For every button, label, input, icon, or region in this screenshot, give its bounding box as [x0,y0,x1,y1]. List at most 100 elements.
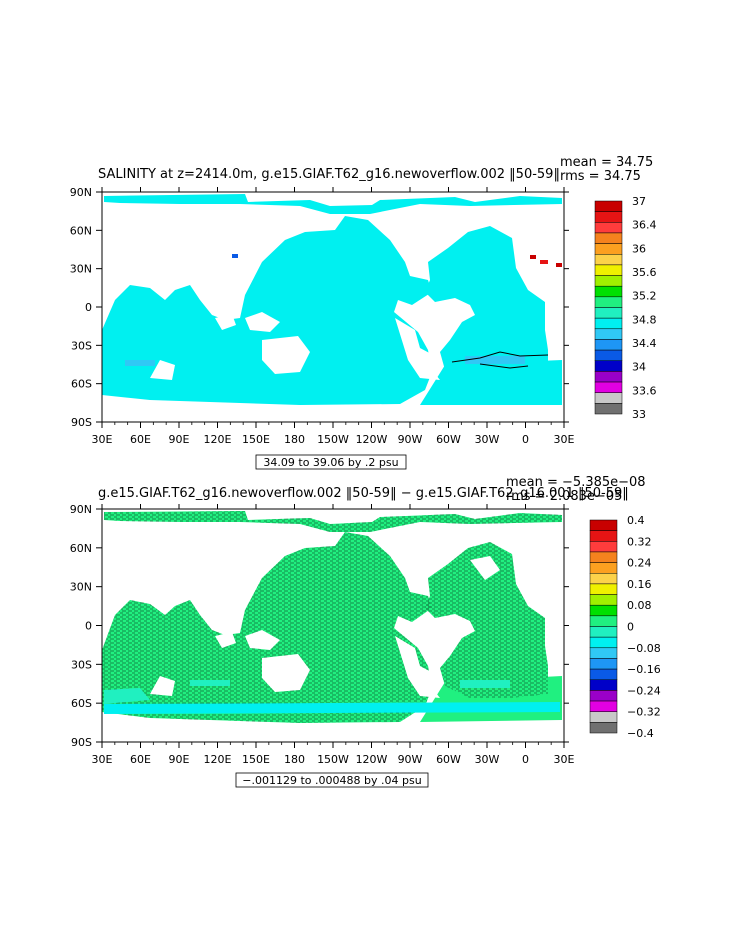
colorbar-label: 33 [632,408,646,421]
colorbar-cell [589,700,618,712]
y-tick-label: 60N [70,224,92,237]
colorbar-label: 0.08 [627,599,652,612]
colorbar-cell [589,679,618,691]
y-tick-label: 30N [70,581,92,594]
colorbar-cell [589,594,618,606]
x-tick-label: 90E [169,433,190,446]
x-tick-label: 180 [284,433,305,446]
x-tick-label: 30E [92,753,113,766]
y-tick-label: 30S [71,658,92,671]
colorbar-cell [589,583,618,595]
panel2-colorbar: 0.4 0.32 0.24 0.16 0.08 0 −0.08 −0.16 −0.24 −0.32… [589,514,661,740]
colorbar-cell [594,403,623,415]
panel1-land [150,312,440,380]
x-tick-label: 150W [317,433,349,446]
colorbar-cell [594,296,623,308]
colorbar-cell [589,541,618,553]
panel1-south-patches [125,356,525,366]
colorbar-label: 35.6 [632,266,657,279]
colorbar-cell [594,307,623,319]
colorbar-cell [594,339,623,351]
panel1-contour [451,351,549,369]
colorbar-cell [594,371,623,383]
colorbar-label: −0.24 [627,684,661,697]
colorbar-label: 0.16 [627,578,652,591]
colorbar-label: 0 [627,621,634,634]
panel1-map [102,194,562,405]
colorbar-cell [594,243,623,255]
x-tick-label: 180 [284,753,305,766]
x-tick-label: 150W [317,753,349,766]
panel2-range-label: −.001129 to .000488 by .04 psu [242,774,421,787]
panel2-title: g.e15.GIAF.T62_g16.newoverflow.002 ‖50-5… [98,486,629,501]
panel1-range-box [255,454,407,470]
colorbar-label: −0.16 [627,663,661,676]
x-tick-label: 60E [130,753,151,766]
panel2-range-box [235,772,429,788]
x-tick-label: 150E [242,433,270,446]
colorbar-label: −0.08 [627,642,661,655]
colorbar-cell [589,690,618,702]
panel2-contour-noise [102,511,562,723]
colorbar-cell [589,647,618,659]
y-tick-label: 90N [70,186,92,199]
colorbar-cell [594,254,623,266]
colorbar-cell [594,328,623,340]
colorbar-cell [589,530,618,542]
colorbar-label: 34.4 [632,337,657,350]
colorbar-cell [589,636,618,649]
y-tick-label: 0 [85,620,92,633]
panel2-mean: mean = −5.385e−08 [506,475,646,490]
y-tick-label: 90S [71,416,92,429]
y-tick-label: 30S [71,339,92,352]
y-tick-label: 60S [71,697,92,710]
x-tick-label: 30E [92,433,113,446]
x-tick-label: 0 [522,433,529,446]
x-tick-label: 60W [436,753,461,766]
colorbar-cell [589,711,618,723]
panel-difference: g.e15.GIAF.T62_g16.newoverflow.002 ‖50-5… [70,475,661,788]
colorbar-cell [589,562,618,574]
colorbar-label: −0.32 [627,706,661,719]
colorbar-label: 34 [632,361,646,374]
colorbar-cell [594,232,623,244]
x-tick-label: 120E [204,433,232,446]
x-tick-label: 30E [554,433,575,446]
x-tick-label: 150E [242,753,270,766]
x-tick-label: 30E [554,753,575,766]
colorbar-cell [594,264,623,276]
colorbar-label: 34.8 [632,313,657,326]
colorbar-cell [589,551,618,563]
x-tick-label: 90W [398,753,423,766]
colorbar-cell [594,360,623,372]
colorbar-label: −0.4 [627,727,654,740]
colorbar-label: 35.2 [632,290,657,303]
y-tick-label: 90S [71,736,92,749]
x-tick-label: 90E [169,753,190,766]
colorbar-cell [589,519,618,531]
colorbar-cell [589,668,618,680]
colorbar-label: 36.4 [632,219,657,232]
colorbar-cell [594,200,623,212]
x-tick-label: 0 [522,753,529,766]
colorbar-label: 33.6 [632,384,657,397]
panel-salinity: SALINITY at z=2414.0m, g.e15.GIAF.T62_g1… [70,155,657,470]
x-tick-label: 90W [398,433,423,446]
panel1-mean: mean = 34.75 [560,155,653,170]
y-tick-label: 60N [70,542,92,555]
colorbar-cell [594,285,623,298]
x-tick-label: 30W [475,433,500,446]
colorbar-label: 36 [632,242,646,255]
colorbar-cell [594,211,623,223]
panel1-med-outflow [232,254,562,267]
panel2-south-patches [104,680,560,714]
panel2-axes: 30E 60E 90E 120E 150E 180 150W 120W 90W 60W 30W 0 30… [70,503,575,766]
panel1-rms: rms = 34.75 [560,169,641,184]
colorbar-cell [594,275,623,287]
y-tick-label: 0 [85,301,92,314]
panel2-map [102,511,562,723]
colorbar-label: 37 [632,195,646,208]
x-tick-label: 60W [436,433,461,446]
x-tick-label: 120E [204,753,232,766]
